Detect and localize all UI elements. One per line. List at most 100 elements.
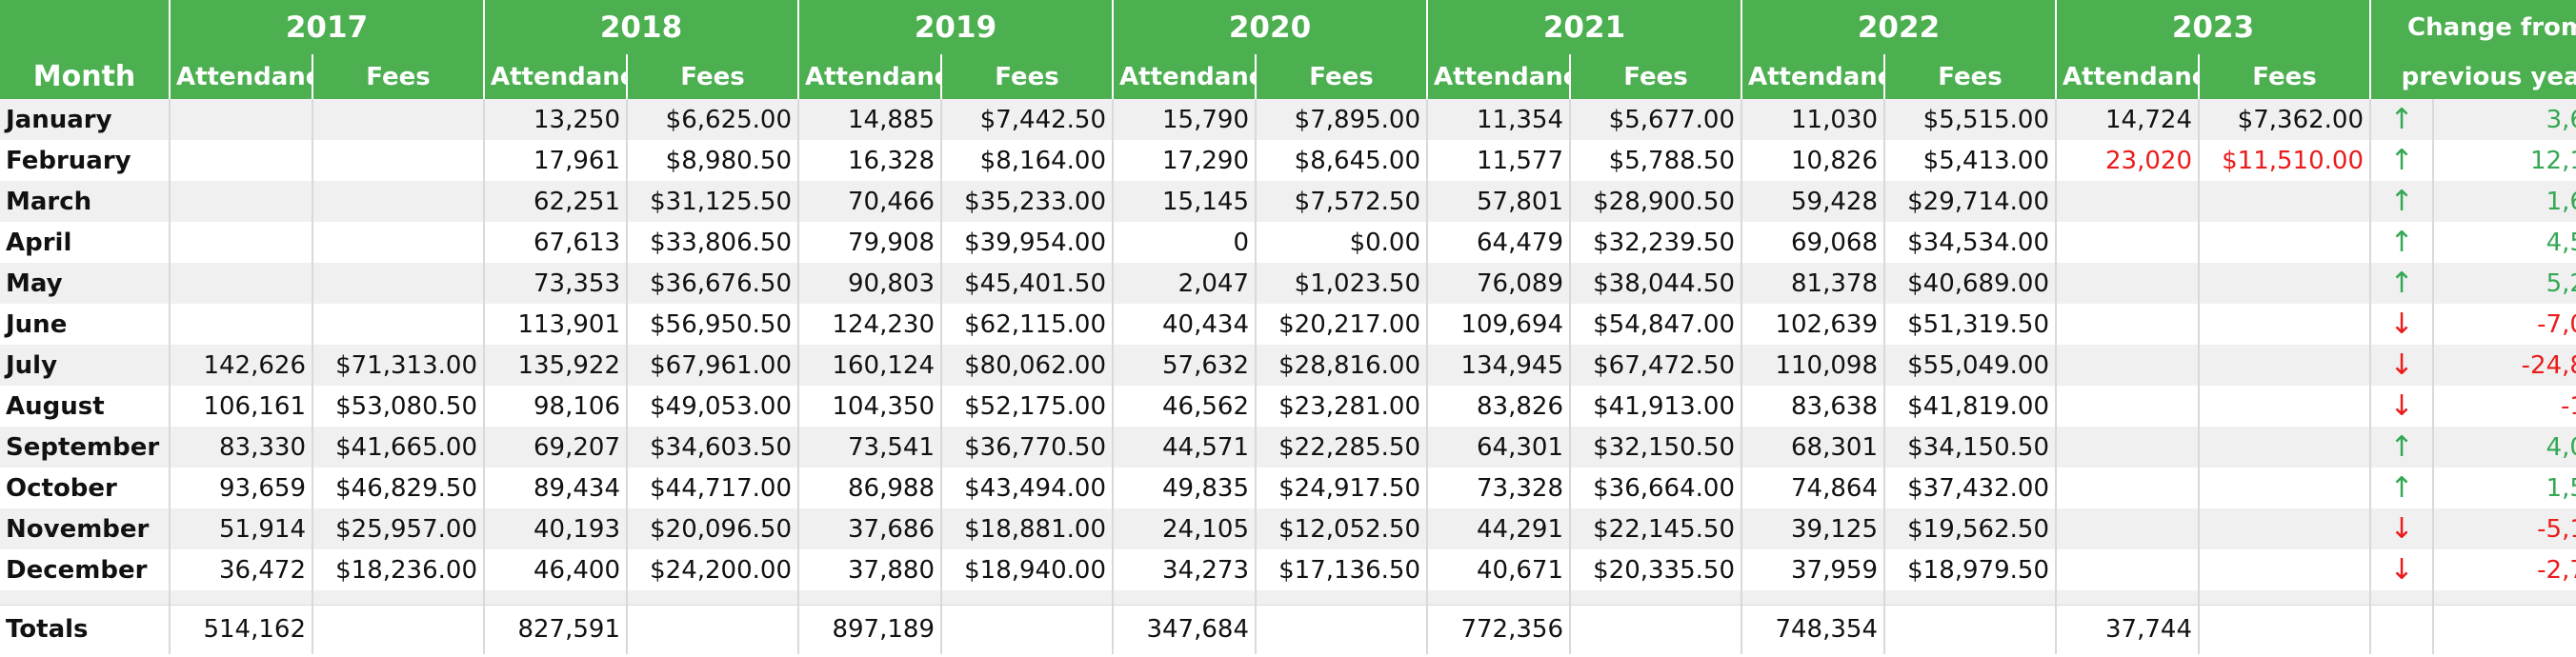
attendance-cell[interactable]: 62,251 <box>484 181 628 222</box>
attendance-cell[interactable]: 90,803 <box>798 263 942 304</box>
attendance-cell[interactable]: 16,328 <box>798 140 942 181</box>
attendance-cell[interactable]: 110,098 <box>1741 345 1885 386</box>
attendance-cell[interactable]: 76,089 <box>1427 263 1571 304</box>
fees-cell[interactable]: $62,115.00 <box>941 304 1114 345</box>
fees-cell[interactable]: $7,362.00 <box>2199 99 2371 140</box>
fees-cell[interactable] <box>2199 468 2371 508</box>
fees-cell[interactable]: $18,979.50 <box>1884 549 2057 590</box>
attendance-cell[interactable]: 69,207 <box>484 427 628 468</box>
attendance-cell[interactable]: 98,106 <box>484 386 628 427</box>
attendance-cell[interactable]: 64,301 <box>1427 427 1571 468</box>
fees-cell[interactable]: $20,217.00 <box>1256 304 1428 345</box>
attendance-cell[interactable]: 17,290 <box>1113 140 1257 181</box>
attendance-cell[interactable]: 37,959 <box>1741 549 1885 590</box>
fees-cell[interactable]: $41,665.00 <box>312 427 485 468</box>
fees-cell[interactable]: $8,164.00 <box>941 140 1114 181</box>
attendance-cell[interactable]: 109,694 <box>1427 304 1571 345</box>
fees-cell[interactable]: $39,954.00 <box>941 222 1114 263</box>
fees-cell[interactable]: $34,150.50 <box>1884 427 2057 468</box>
month-cell[interactable]: December <box>0 549 171 590</box>
attendance-cell[interactable]: 15,145 <box>1113 181 1257 222</box>
attendance-cell[interactable]: 46,562 <box>1113 386 1257 427</box>
attendance-cell[interactable]: 2,047 <box>1113 263 1257 304</box>
fees-cell[interactable]: $36,770.50 <box>941 427 1114 468</box>
attendance-cell[interactable] <box>2056 427 2200 468</box>
fees-cell[interactable]: $31,125.50 <box>627 181 799 222</box>
fees-cell[interactable]: $67,472.50 <box>1570 345 1742 386</box>
attendance-cell[interactable]: 23,020 <box>2056 140 2200 181</box>
attendance-cell[interactable] <box>2056 304 2200 345</box>
attendance-cell[interactable] <box>2056 468 2200 508</box>
fees-cell[interactable]: $17,136.50 <box>1256 549 1428 590</box>
fees-cell[interactable]: $6,625.00 <box>627 99 799 140</box>
attendance-cell[interactable]: 11,577 <box>1427 140 1571 181</box>
change-cell[interactable]: 4,589 <box>2433 222 2576 263</box>
attendance-cell[interactable]: 44,571 <box>1113 427 1257 468</box>
attendance-cell[interactable]: 83,638 <box>1741 386 1885 427</box>
attendance-cell[interactable]: 73,353 <box>484 263 628 304</box>
fees-cell[interactable] <box>312 304 485 345</box>
fees-cell[interactable] <box>2199 549 2371 590</box>
fees-cell[interactable]: $25,957.00 <box>312 508 485 549</box>
fees-cell[interactable]: $8,980.50 <box>627 140 799 181</box>
total-attendance-cell[interactable]: 37,744 <box>2056 604 2200 654</box>
change-cell[interactable]: -5,166 <box>2433 508 2576 549</box>
attendance-cell[interactable]: 46,400 <box>484 549 628 590</box>
fees-cell[interactable]: $53,080.50 <box>312 386 485 427</box>
fees-cell[interactable]: $36,676.50 <box>627 263 799 304</box>
fees-cell[interactable]: $18,881.00 <box>941 508 1114 549</box>
fees-cell[interactable]: $5,413.00 <box>1884 140 2057 181</box>
fees-cell[interactable] <box>312 140 485 181</box>
attendance-cell[interactable] <box>2056 181 2200 222</box>
fees-cell[interactable]: $71,313.00 <box>312 345 485 386</box>
attendance-cell[interactable]: 134,945 <box>1427 345 1571 386</box>
empty-cell[interactable] <box>1570 604 1742 654</box>
attendance-cell[interactable]: 37,880 <box>798 549 942 590</box>
fees-cell[interactable]: $56,950.50 <box>627 304 799 345</box>
fees-cell[interactable]: $18,236.00 <box>312 549 485 590</box>
fees-cell[interactable]: $45,401.50 <box>941 263 1114 304</box>
attendance-cell[interactable]: 17,961 <box>484 140 628 181</box>
fees-cell[interactable]: $41,913.00 <box>1570 386 1742 427</box>
attendance-cell[interactable]: 74,864 <box>1741 468 1885 508</box>
attendance-cell[interactable]: 83,826 <box>1427 386 1571 427</box>
fees-cell[interactable] <box>2199 181 2371 222</box>
fees-cell[interactable] <box>312 99 485 140</box>
change-cell[interactable]: -24,847 <box>2433 345 2576 386</box>
attendance-cell[interactable]: 142,626 <box>170 345 313 386</box>
fees-cell[interactable]: $37,432.00 <box>1884 468 2057 508</box>
attendance-cell[interactable]: 93,659 <box>170 468 313 508</box>
total-attendance-cell[interactable]: 897,189 <box>798 604 942 654</box>
attendance-cell[interactable] <box>170 263 313 304</box>
month-cell[interactable]: August <box>0 386 171 427</box>
attendance-cell[interactable]: 40,193 <box>484 508 628 549</box>
attendance-cell[interactable] <box>170 140 313 181</box>
fees-cell[interactable]: $34,603.50 <box>627 427 799 468</box>
attendance-cell[interactable]: 73,541 <box>798 427 942 468</box>
attendance-cell[interactable]: 81,378 <box>1741 263 1885 304</box>
attendance-cell[interactable]: 13,250 <box>484 99 628 140</box>
empty-cell[interactable] <box>627 604 799 654</box>
fees-cell[interactable]: $67,961.00 <box>627 345 799 386</box>
fees-cell[interactable]: $22,285.50 <box>1256 427 1428 468</box>
change-cell[interactable]: 5,289 <box>2433 263 2576 304</box>
attendance-cell[interactable]: 57,632 <box>1113 345 1257 386</box>
fees-cell[interactable]: $5,677.00 <box>1570 99 1742 140</box>
month-cell[interactable]: March <box>0 181 171 222</box>
attendance-cell[interactable] <box>2056 345 2200 386</box>
attendance-cell[interactable]: 102,639 <box>1741 304 1885 345</box>
total-attendance-cell[interactable]: 772,356 <box>1427 604 1571 654</box>
fees-cell[interactable]: $35,233.00 <box>941 181 1114 222</box>
attendance-cell[interactable]: 69,068 <box>1741 222 1885 263</box>
attendance-cell[interactable]: 70,466 <box>798 181 942 222</box>
attendance-cell[interactable]: 124,230 <box>798 304 942 345</box>
fees-cell[interactable]: $52,175.00 <box>941 386 1114 427</box>
empty-cell[interactable] <box>1256 604 1428 654</box>
attendance-cell[interactable]: 104,350 <box>798 386 942 427</box>
attendance-cell[interactable]: 34,273 <box>1113 549 1257 590</box>
attendance-cell[interactable] <box>2056 386 2200 427</box>
attendance-cell[interactable]: 40,671 <box>1427 549 1571 590</box>
fees-cell[interactable]: $7,442.50 <box>941 99 1114 140</box>
empty-cell[interactable] <box>2199 604 2371 654</box>
month-cell[interactable]: April <box>0 222 171 263</box>
